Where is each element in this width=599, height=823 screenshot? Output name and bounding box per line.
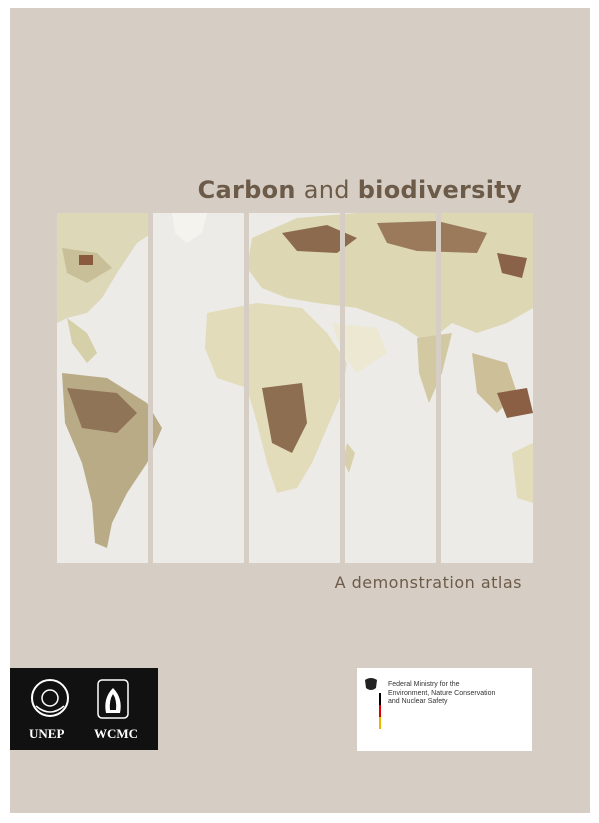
title-word: and xyxy=(304,176,350,204)
ministry-line: Federal Ministry for the xyxy=(388,681,495,690)
subtitle: A demonstration atlas xyxy=(335,573,522,592)
ministry-line: and Nuclear Safety xyxy=(388,698,495,707)
wcmc-label: WCMC xyxy=(94,726,138,742)
title-word: biodiversity xyxy=(358,176,522,204)
unep-wcmc-logo: UNEP WCMC xyxy=(10,668,158,750)
cover: Carbon and biodiversity A xyxy=(10,8,590,813)
unep-label: UNEP xyxy=(29,726,64,742)
ministry-emblem xyxy=(357,668,387,751)
ministry-line: Environment, Nature Conservation xyxy=(388,690,495,699)
title-word: Carbon xyxy=(198,176,296,204)
world-map xyxy=(57,213,533,563)
title: Carbon and biodiversity xyxy=(198,176,522,204)
page: {"cover": {"title": {"word1": "Carbon", … xyxy=(0,0,599,823)
ministry-logo: Federal Ministry for the Environment, Na… xyxy=(357,668,532,751)
ministry-name: Federal Ministry for the Environment, Na… xyxy=(388,681,495,707)
